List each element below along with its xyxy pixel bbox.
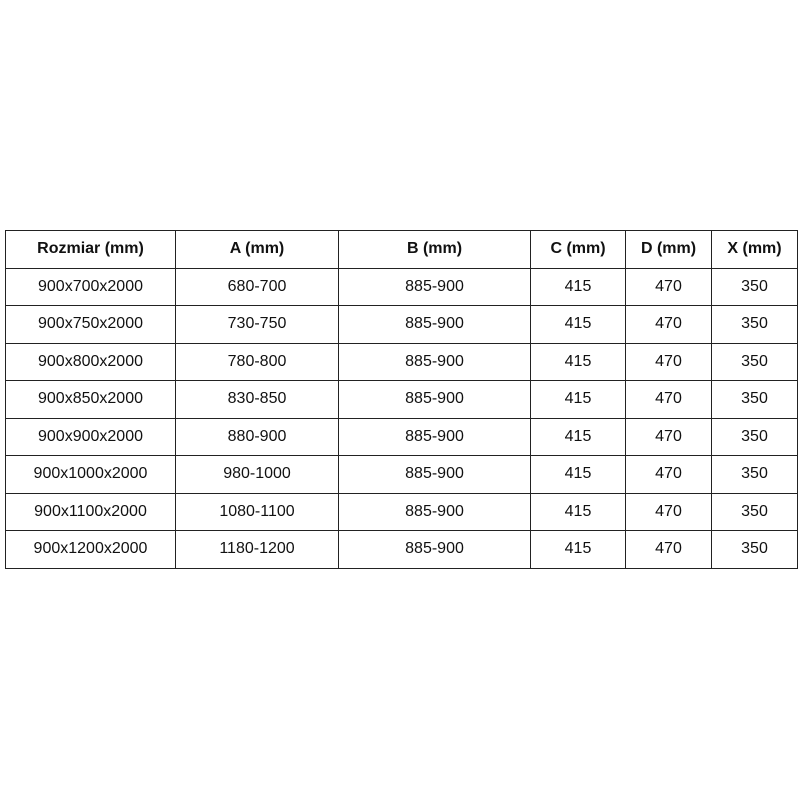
cell-x: 350 (711, 530, 798, 569)
table-row: 900x1200x2000 1180-1200 885-900 415 470 350 (5, 530, 798, 569)
cell-c: 415 (530, 417, 626, 456)
cell-rozmiar: 900x750x2000 (5, 305, 176, 344)
cell-c: 415 (530, 305, 626, 344)
cell-d: 470 (625, 342, 712, 381)
cell-c: 415 (530, 267, 626, 306)
cell-d: 470 (625, 455, 712, 494)
cell-b: 885-900 (338, 342, 531, 381)
header-x: X (mm) (711, 230, 798, 269)
cell-d: 470 (625, 417, 712, 456)
table-row: 900x750x2000 730-750 885-900 415 470 350 (5, 305, 798, 344)
cell-b: 885-900 (338, 380, 531, 419)
cell-rozmiar: 900x1100x2000 (5, 492, 176, 531)
dimensions-table: Rozmiar (mm) A (mm) B (mm) C (mm) D (mm)… (5, 230, 798, 569)
header-d: D (mm) (625, 230, 712, 269)
cell-rozmiar: 900x850x2000 (5, 380, 176, 419)
cell-d: 470 (625, 380, 712, 419)
cell-d: 470 (625, 305, 712, 344)
header-b: B (mm) (338, 230, 531, 269)
cell-rozmiar: 900x700x2000 (5, 267, 176, 306)
header-rozmiar: Rozmiar (mm) (5, 230, 176, 269)
cell-c: 415 (530, 492, 626, 531)
cell-d: 470 (625, 492, 712, 531)
cell-x: 350 (711, 455, 798, 494)
cell-x: 350 (711, 305, 798, 344)
cell-a: 830-850 (175, 380, 339, 419)
header-row: Rozmiar (mm) A (mm) B (mm) C (mm) D (mm)… (5, 230, 798, 269)
cell-c: 415 (530, 380, 626, 419)
cell-c: 415 (530, 530, 626, 569)
cell-rozmiar: 900x800x2000 (5, 342, 176, 381)
cell-rozmiar: 900x1000x2000 (5, 455, 176, 494)
cell-x: 350 (711, 417, 798, 456)
cell-d: 470 (625, 267, 712, 306)
cell-a: 880-900 (175, 417, 339, 456)
cell-rozmiar: 900x900x2000 (5, 417, 176, 456)
table-row: 900x900x2000 880-900 885-900 415 470 350 (5, 417, 798, 456)
cell-rozmiar: 900x1200x2000 (5, 530, 176, 569)
cell-b: 885-900 (338, 267, 531, 306)
cell-x: 350 (711, 342, 798, 381)
cell-a: 980-1000 (175, 455, 339, 494)
header-a: A (mm) (175, 230, 339, 269)
cell-d: 470 (625, 530, 712, 569)
cell-b: 885-900 (338, 305, 531, 344)
cell-b: 885-900 (338, 417, 531, 456)
cell-b: 885-900 (338, 530, 531, 569)
cell-a: 780-800 (175, 342, 339, 381)
cell-c: 415 (530, 455, 626, 494)
cell-a: 1180-1200 (175, 530, 339, 569)
cell-x: 350 (711, 380, 798, 419)
table-row: 900x800x2000 780-800 885-900 415 470 350 (5, 342, 798, 381)
cell-c: 415 (530, 342, 626, 381)
cell-a: 680-700 (175, 267, 339, 306)
cell-b: 885-900 (338, 492, 531, 531)
cell-a: 730-750 (175, 305, 339, 344)
cell-x: 350 (711, 267, 798, 306)
table-row: 900x1000x2000 980-1000 885-900 415 470 350 (5, 455, 798, 494)
cell-b: 885-900 (338, 455, 531, 494)
header-c: C (mm) (530, 230, 626, 269)
table-row: 900x700x2000 680-700 885-900 415 470 350 (5, 267, 798, 306)
cell-a: 1080-1100 (175, 492, 339, 531)
table-row: 900x850x2000 830-850 885-900 415 470 350 (5, 380, 798, 419)
cell-x: 350 (711, 492, 798, 531)
table-row: 900x1100x2000 1080-1100 885-900 415 470 350 (5, 492, 798, 531)
